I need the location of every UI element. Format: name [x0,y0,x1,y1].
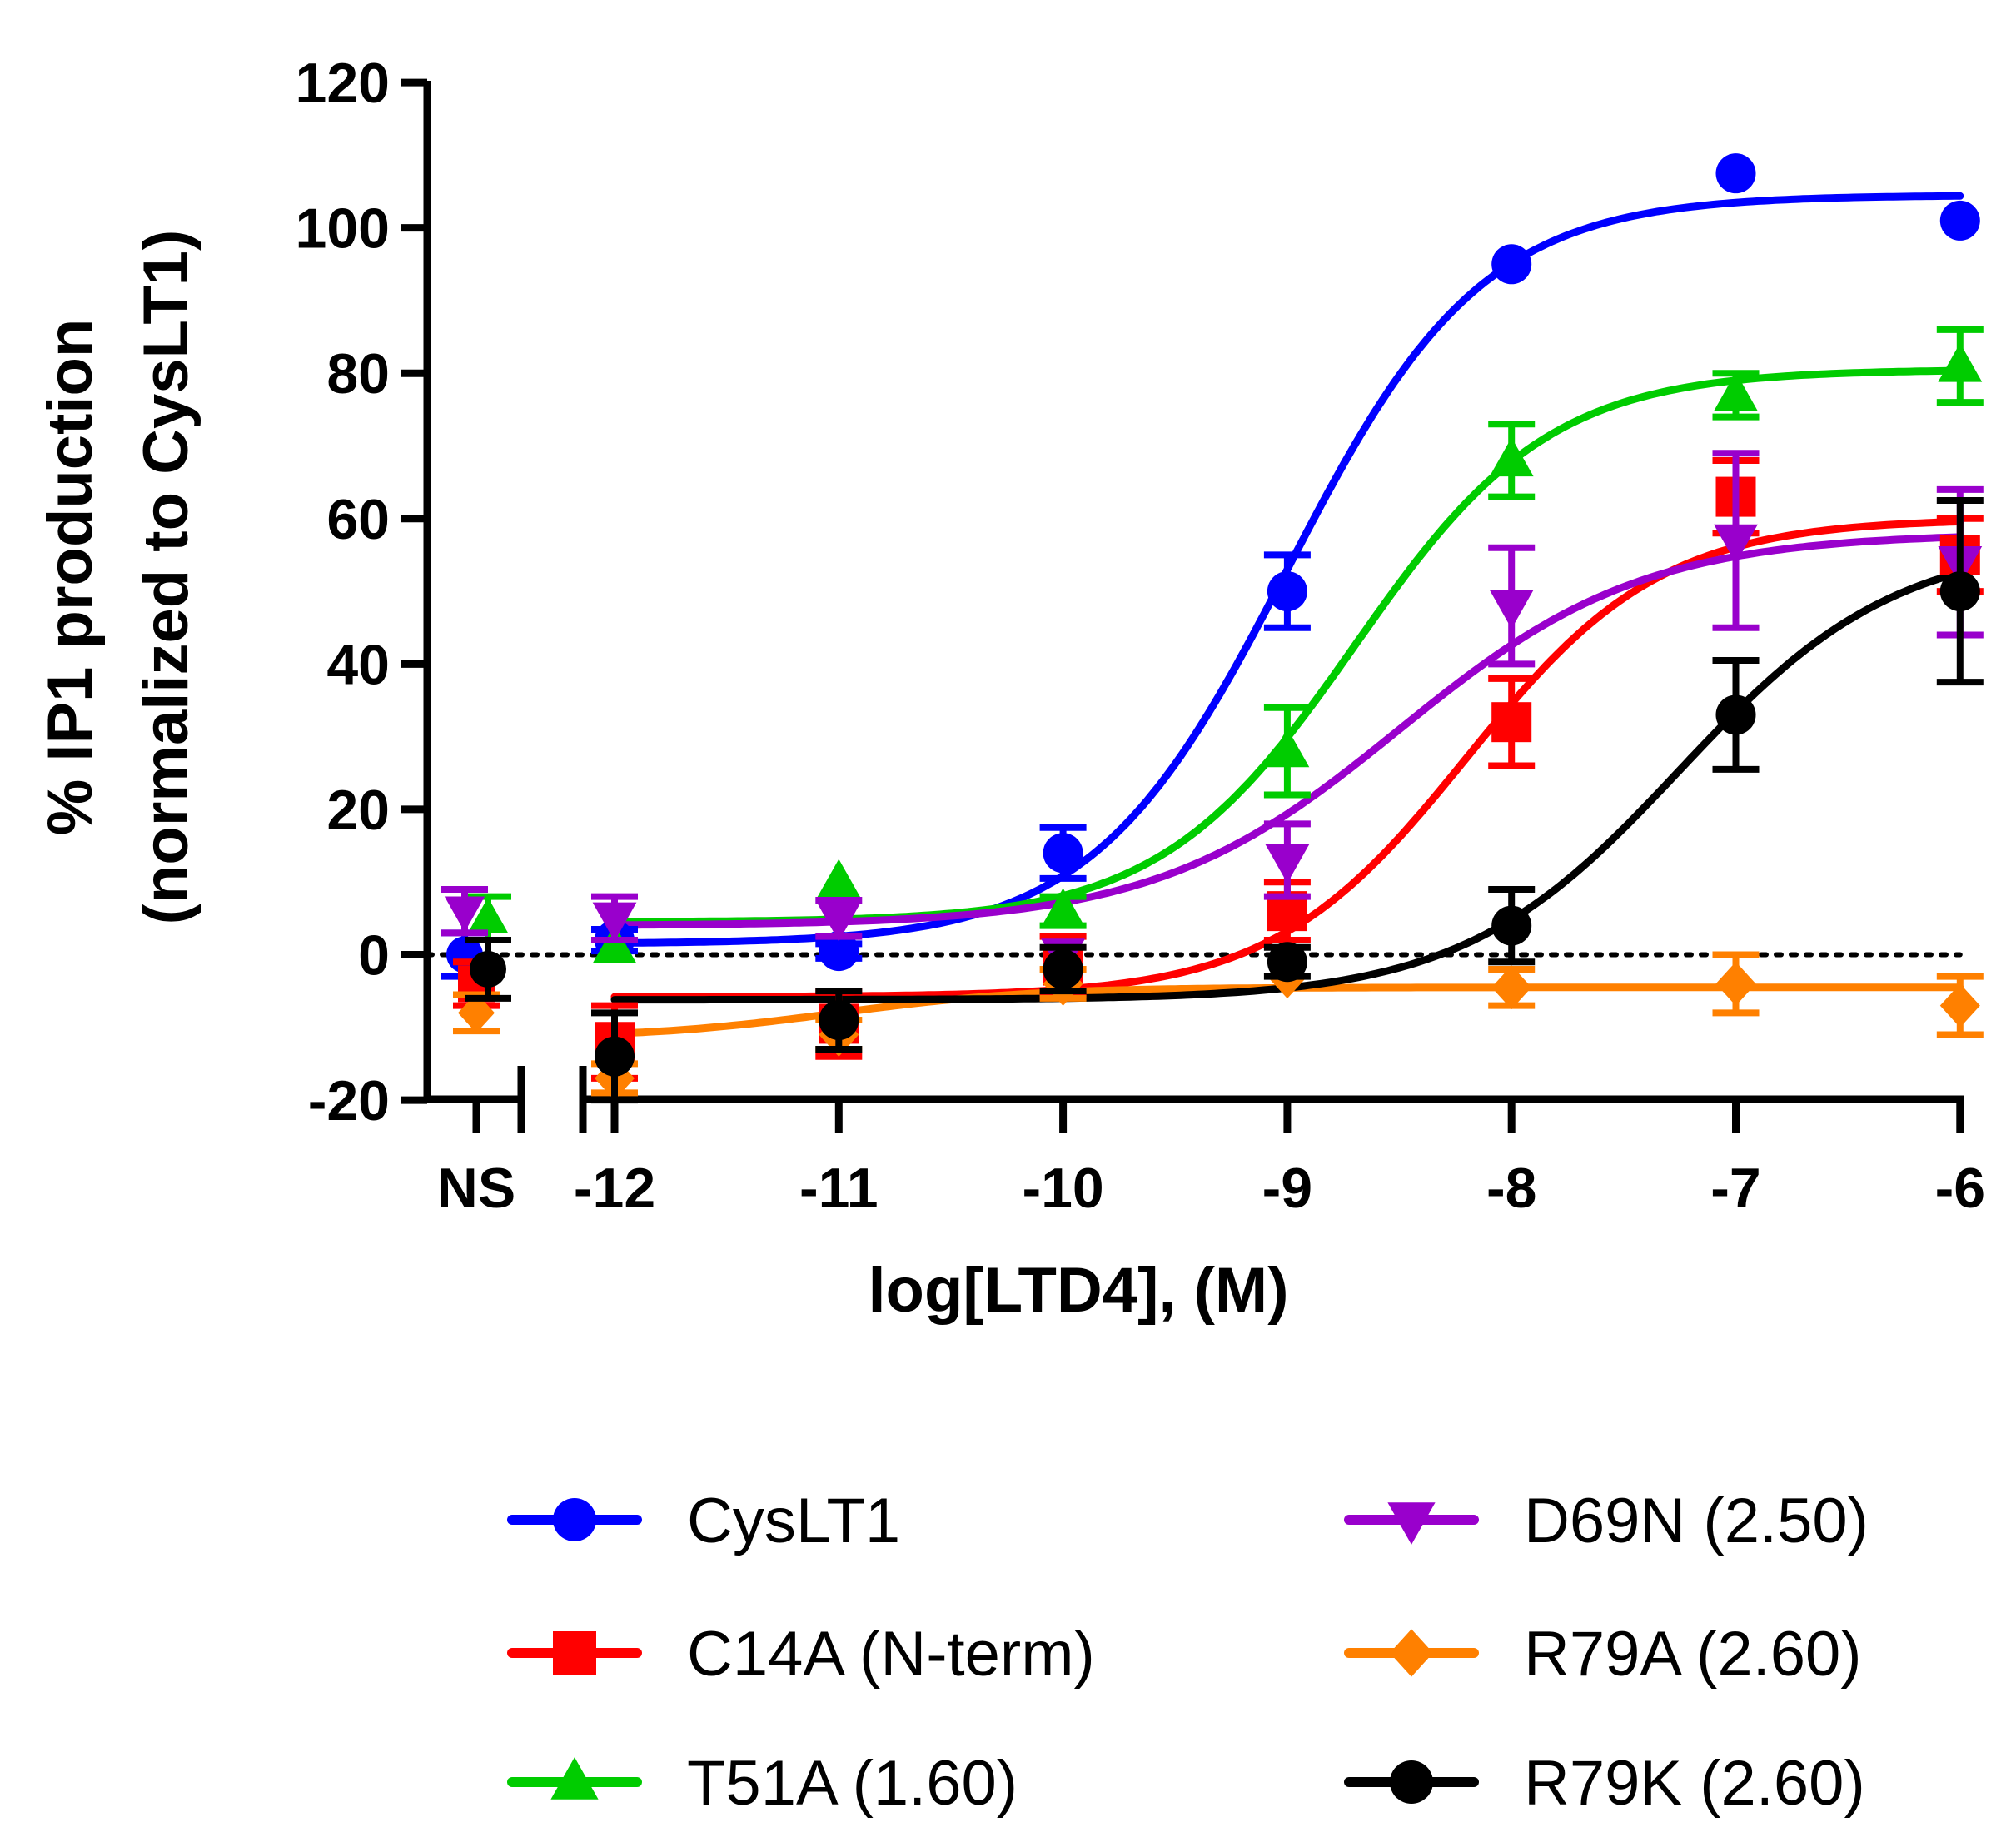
legend-marker [553,1631,596,1675]
data-point [1043,948,1083,989]
data-point [1491,905,1532,946]
legend-item: R79K (2.60) [1344,1748,1865,1819]
y-tick-label: 120 [296,52,390,115]
data-point [1043,833,1083,874]
data-point [592,924,637,963]
legend-label: CysLT1 [687,1486,900,1556]
data-point [595,1036,635,1077]
y-tick-label: 40 [326,633,390,696]
data-point [1491,965,1532,1010]
data-point [1939,200,1980,241]
x-axis-title: log[LTD4], (M) [868,1255,1288,1326]
legend-item: CysLT1 [507,1486,900,1556]
x-tick-label: -10 [1022,1157,1103,1220]
legend-item: R79A (2.60) [1344,1619,1862,1690]
data-point [819,931,859,972]
data-point [1715,153,1756,194]
data-point [1267,942,1307,983]
x-tick-label: -8 [1486,1157,1536,1220]
ns-point [444,896,485,933]
legend-label: D69N (2.50) [1524,1486,1869,1556]
legend-label: R79K (2.60) [1524,1748,1865,1819]
y-tick-label: 80 [326,342,390,406]
legend-item: C14A (N-term) [507,1619,1095,1690]
data-point [1267,571,1307,612]
data-point [1939,571,1980,612]
x-tick-label: -11 [799,1157,879,1220]
data-point [1265,844,1310,884]
data-point [1714,371,1758,411]
data-points [441,153,1984,1104]
legend-item: D69N (2.50) [1344,1486,1869,1556]
data-point [1489,437,1534,477]
data-point [1041,888,1085,928]
y-tick-label: -20 [308,1069,390,1133]
legend-label: C14A (N-term) [687,1619,1095,1690]
data-point [816,902,861,942]
legend: CysLT1 C14A (N-term) T51A (1.60) D69N (2.50… [507,1486,1869,1819]
ns-point [467,897,509,933]
ns-point [458,993,495,1033]
data-point [592,902,637,942]
data-point [1714,524,1758,564]
y-tick-label: 20 [326,779,390,842]
legend-marker [1390,1760,1433,1804]
x-tick-label: -12 [574,1157,655,1220]
data-point [1491,702,1532,743]
legend-label: R79A (2.60) [1524,1619,1862,1690]
legend-item: T51A (1.60) [507,1748,1018,1819]
legend-marker [550,1757,599,1800]
legend-marker [1390,1629,1433,1677]
data-point [816,859,861,899]
x-tick-label: -6 [1935,1157,1985,1220]
legend-marker [553,1498,596,1541]
axes: -20 0 20 40 60 80 100 120 NS -12 -11 -10 -9 -8 -7 -6 [296,52,1986,1220]
data-point [1938,342,1983,382]
y-tick-label: 100 [296,197,390,261]
y-tick-label: 0 [358,924,390,988]
x-tick-label-ns: NS [437,1157,515,1220]
y-axis-title-line1: % IP1 production [35,319,106,836]
data-point [1939,983,1980,1028]
data-point [1491,244,1532,285]
data-point [1715,962,1756,1006]
data-point [1265,728,1310,768]
legend-label: T51A (1.60) [687,1748,1018,1819]
y-axis-title-line2: (normalized to CysLT1) [131,230,202,925]
x-tick-label: -7 [1710,1157,1760,1220]
data-point [1489,590,1534,630]
ns-point [470,950,506,988]
data-point [819,1000,859,1041]
data-point [1715,694,1756,735]
x-tick-label: -9 [1262,1157,1312,1220]
legend-marker [1387,1502,1436,1545]
y-tick-label: 60 [326,488,390,551]
